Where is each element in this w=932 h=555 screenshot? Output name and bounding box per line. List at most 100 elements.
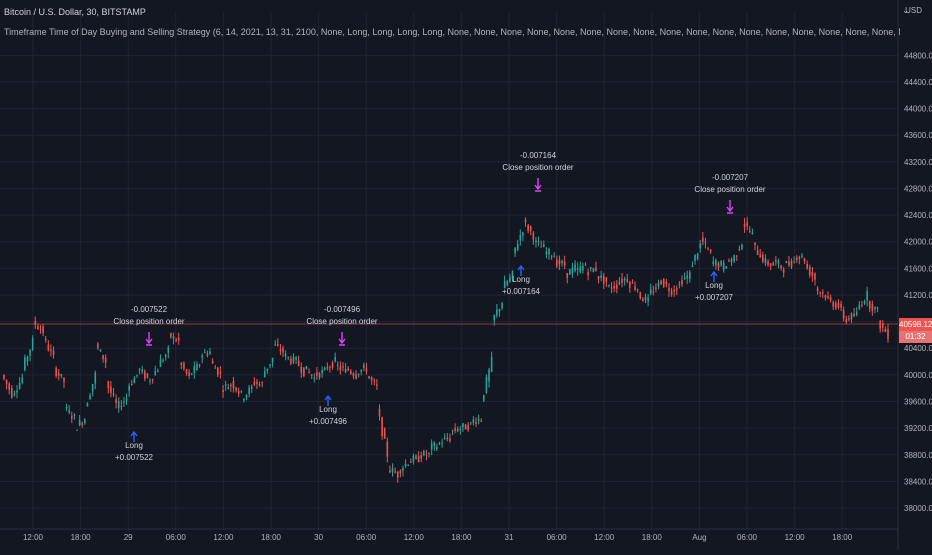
candle-body [548, 249, 550, 255]
candle-body [751, 232, 754, 235]
candle-body [733, 255, 735, 262]
candle-body [537, 241, 540, 243]
candle-body [876, 307, 879, 309]
candle-body [99, 349, 102, 352]
candle-body [125, 398, 128, 401]
candle-body [365, 368, 368, 372]
candle-body [271, 357, 274, 363]
candle-body [102, 354, 104, 360]
candle-body [144, 371, 146, 379]
candle-body [516, 243, 519, 251]
candle-body [237, 390, 240, 394]
candle-body [386, 441, 389, 457]
candle-body [488, 369, 490, 382]
candle-body [694, 254, 696, 261]
candle-body [133, 377, 136, 384]
candle-body [855, 312, 858, 315]
y-tick-label: 38800.00 [904, 451, 932, 460]
candle-body [529, 226, 532, 231]
candle-body [50, 349, 52, 351]
candle-body [631, 282, 634, 284]
candle-body [558, 259, 561, 265]
candle-body [472, 419, 475, 423]
candle-body [728, 260, 730, 262]
candle-body [381, 417, 383, 437]
candle-body [642, 298, 644, 302]
candle-body [806, 264, 808, 269]
candle-body [550, 255, 553, 257]
candle-body [399, 470, 402, 474]
candle-body [190, 373, 193, 375]
candle-body [827, 296, 829, 299]
candle-body [81, 423, 84, 425]
entry-arrow-icon [130, 430, 138, 442]
candle-body [232, 380, 235, 389]
candle-body [702, 237, 704, 242]
candle-body [662, 278, 665, 287]
candle-body [522, 232, 524, 236]
entry-value-label: +0.007207 [695, 293, 734, 302]
currency-label[interactable]: USD [905, 6, 922, 15]
candle-body [767, 261, 769, 266]
candle-body [441, 442, 443, 444]
candle-body [490, 357, 493, 372]
exit-arrow-icon [726, 200, 734, 214]
candle-body [303, 367, 305, 377]
candle-body [592, 268, 595, 272]
candle-body [673, 289, 675, 292]
entry-label: Long [319, 405, 337, 414]
candle-body [563, 261, 566, 266]
candle-body [120, 405, 123, 408]
entry-value-label: +0.007496 [309, 417, 348, 426]
candle-body [634, 286, 636, 290]
chevron-down-icon[interactable]: ⌄ [902, 6, 909, 15]
candle-body [295, 357, 297, 360]
x-tick-label: 12:00 [785, 533, 806, 542]
candle-body [881, 323, 884, 328]
candle-body [587, 272, 589, 276]
x-tick-label: 29 [124, 533, 133, 542]
candle-body [582, 265, 584, 271]
candle-body [170, 333, 172, 338]
candle-body [772, 262, 775, 266]
candle-body [835, 302, 837, 309]
candle-body [323, 367, 326, 370]
candle-body [469, 422, 472, 424]
candle-body [829, 297, 832, 301]
candle-body [402, 468, 404, 472]
candle-body [352, 373, 355, 377]
candle-body [477, 418, 480, 422]
candle-body [185, 369, 188, 374]
candle-body [175, 339, 177, 342]
candle-body [310, 374, 313, 376]
candle-body [52, 350, 55, 355]
candle-body [344, 368, 347, 373]
candle-body [819, 292, 822, 294]
y-tick-label: 42000.00 [904, 238, 932, 247]
candle-body [579, 266, 582, 273]
candle-body [112, 393, 115, 395]
candle-body [177, 337, 180, 341]
x-tick-label: 18:00 [451, 533, 472, 542]
candle-body [840, 303, 842, 308]
exit-label: Close position order [113, 317, 184, 326]
candle-body [404, 463, 407, 467]
y-tick-label: 39600.00 [904, 397, 932, 406]
x-tick-label: 06:00 [166, 533, 187, 542]
candle-body [542, 244, 545, 247]
candle-body [300, 366, 303, 373]
candle-body [874, 307, 876, 310]
candle-body [647, 297, 649, 302]
candle-body [715, 260, 717, 266]
candle-body [183, 363, 185, 369]
candle-body [467, 424, 469, 431]
candle-body [123, 401, 125, 403]
candle-body [683, 277, 686, 279]
candle-body [454, 428, 456, 431]
candle-body [16, 390, 18, 393]
candle-body [597, 276, 600, 280]
candle-body [214, 367, 217, 369]
candle-body [60, 373, 63, 377]
